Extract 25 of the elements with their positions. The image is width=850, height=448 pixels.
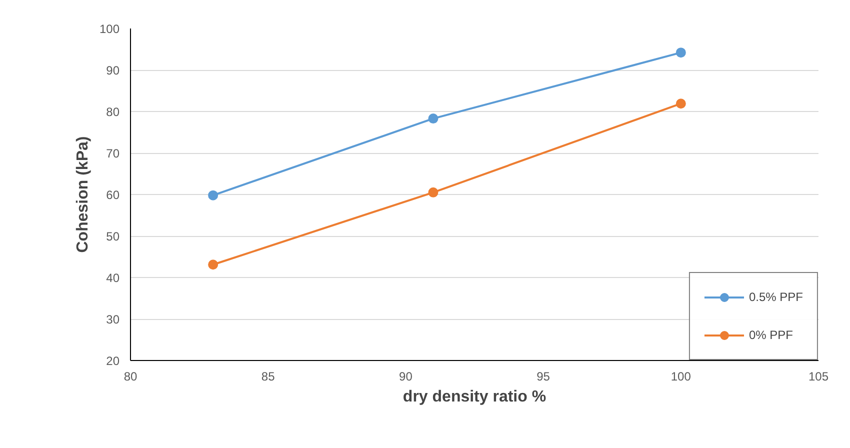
y-axis-title: Cohesion (kPa) — [74, 136, 92, 253]
x-tick-label: 100 — [670, 370, 692, 384]
x-tick-label: 85 — [261, 370, 276, 384]
y-tick-label: 40 — [106, 271, 120, 285]
point — [676, 48, 686, 58]
x-tick-label: 80 — [124, 370, 138, 384]
y-tick-label: 60 — [106, 188, 120, 202]
y-tick-label: 50 — [106, 230, 120, 244]
x-tick-label: 105 — [808, 370, 829, 384]
legend-label: 0.5% PPF — [748, 290, 803, 304]
legend-label: 0% PPF — [748, 328, 793, 342]
y-tick-label: 80 — [106, 105, 120, 119]
y-tick-label: 90 — [106, 64, 120, 78]
y-tick-label: 100 — [99, 22, 120, 36]
point — [208, 190, 218, 200]
x-axis-title: dry density ratio % — [402, 388, 546, 406]
y-tick-label: 70 — [106, 146, 120, 160]
x-tick-label: 95 — [536, 370, 550, 384]
point — [208, 260, 218, 270]
point — [428, 187, 438, 198]
point — [676, 98, 686, 109]
point — [428, 114, 438, 124]
y-tick-label: 30 — [106, 312, 120, 326]
y-tick-label: 20 — [106, 354, 120, 368]
x-tick-label: 90 — [399, 370, 413, 384]
